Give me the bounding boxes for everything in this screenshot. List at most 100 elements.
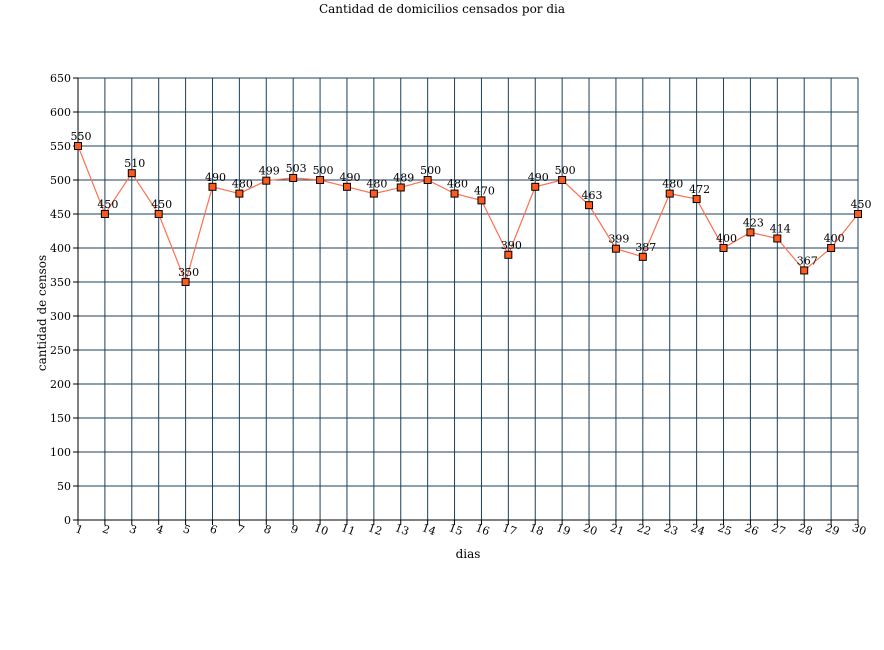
data-point — [369, 189, 378, 198]
data-label: 550 — [71, 130, 92, 143]
axes: 0501001502002503003504004505005506006501… — [50, 72, 868, 538]
grid — [78, 77, 859, 520]
y-tick-label: 600 — [50, 106, 71, 119]
chart-title: Cantidad de domicilios censados por dia — [318, 2, 566, 16]
data-labels: 550 450 510 450 350 490 480 499 503 500 490 480 489 5… — [71, 130, 872, 279]
x-tick-label: 21 — [608, 521, 626, 538]
data-label: 510 — [124, 157, 145, 170]
data-label: 490 — [339, 171, 360, 184]
data-point — [504, 250, 513, 259]
data-point — [638, 252, 647, 261]
x-tick-label: 17 — [501, 521, 519, 538]
data-label: 423 — [743, 216, 764, 229]
data-label: 387 — [635, 241, 656, 254]
series-line — [77, 145, 859, 284]
x-tick-label: 14 — [420, 521, 438, 538]
y-tick-label: 350 — [50, 276, 71, 289]
x-tick-label: 24 — [689, 521, 707, 538]
y-tick-label: 100 — [50, 446, 71, 459]
series — [74, 142, 862, 286]
data-label: 414 — [770, 222, 791, 235]
x-tick-label: 27 — [770, 521, 788, 538]
data-label: 390 — [501, 239, 522, 252]
data-point — [235, 189, 244, 198]
data-point — [181, 278, 190, 286]
data-point — [289, 173, 298, 182]
data-label: 503 — [286, 162, 307, 175]
x-tick-label: 7 — [235, 522, 246, 537]
data-point — [665, 189, 674, 198]
x-tick-label: 28 — [797, 521, 815, 538]
data-label: 480 — [447, 178, 468, 191]
x-tick-label: 30 — [850, 521, 868, 538]
x-tick-label: 6 — [208, 522, 219, 537]
data-point — [854, 210, 862, 218]
x-tick-label: 4 — [154, 522, 165, 537]
x-tick-label: 9 — [289, 522, 300, 537]
data-label: 450 — [97, 198, 118, 211]
data-label: 480 — [232, 178, 253, 191]
x-tick-label: 8 — [262, 522, 273, 537]
data-point — [611, 244, 620, 253]
data-point — [127, 169, 136, 178]
data-label: 350 — [178, 266, 199, 279]
x-tick-label: 10 — [312, 521, 330, 538]
data-point — [342, 182, 351, 191]
data-point — [585, 201, 594, 210]
data-label: 400 — [716, 232, 737, 245]
data-label: 500 — [313, 164, 334, 177]
data-label: 490 — [205, 171, 226, 184]
x-tick-label: 2 — [101, 522, 112, 537]
x-tick-label: 5 — [181, 522, 192, 537]
data-point — [746, 228, 755, 237]
x-tick-label: 3 — [127, 522, 138, 537]
data-point — [154, 210, 163, 218]
data-label: 399 — [608, 233, 629, 246]
data-label: 480 — [366, 178, 387, 191]
data-point — [558, 176, 567, 184]
data-point — [396, 183, 405, 192]
data-label: 472 — [689, 183, 710, 196]
data-point — [450, 189, 459, 198]
x-tick-label: 19 — [555, 521, 573, 538]
x-tick-label: 18 — [528, 521, 546, 538]
data-label: 500 — [420, 164, 441, 177]
data-point — [477, 196, 486, 205]
x-tick-label: 25 — [716, 521, 734, 538]
data-point — [316, 176, 325, 184]
data-point — [827, 244, 836, 252]
data-label: 450 — [151, 198, 172, 211]
x-tick-label: 13 — [393, 521, 411, 538]
y-tick-label: 250 — [50, 344, 71, 357]
x-tick-label: 16 — [474, 521, 492, 538]
x-tick-label: 29 — [823, 521, 841, 538]
y-tick-label: 200 — [50, 378, 71, 391]
y-tick-label: 50 — [57, 480, 71, 493]
y-tick-label: 500 — [50, 174, 71, 187]
data-label: 463 — [582, 189, 603, 202]
x-tick-label: 22 — [635, 521, 653, 538]
data-point — [208, 182, 217, 191]
y-tick-label: 300 — [50, 310, 71, 323]
data-point — [262, 176, 271, 185]
data-label: 500 — [555, 164, 576, 177]
data-point — [692, 195, 701, 204]
y-tick-label: 400 — [50, 242, 71, 255]
data-point — [719, 244, 728, 252]
data-label: 450 — [851, 198, 872, 211]
x-tick-label: 11 — [339, 521, 357, 538]
x-tick-label: 12 — [366, 521, 384, 538]
data-label: 470 — [474, 184, 495, 197]
y-tick-label: 0 — [64, 514, 71, 527]
y-tick-label: 450 — [50, 208, 71, 221]
data-label: 489 — [393, 171, 414, 184]
x-tick-label: 20 — [581, 521, 599, 538]
data-label: 480 — [662, 178, 683, 191]
x-tick-label: 23 — [662, 521, 680, 538]
data-point — [531, 182, 540, 191]
data-label: 400 — [824, 232, 845, 245]
y-tick-label: 150 — [50, 412, 71, 425]
data-point — [423, 176, 432, 184]
data-label: 367 — [797, 254, 818, 267]
